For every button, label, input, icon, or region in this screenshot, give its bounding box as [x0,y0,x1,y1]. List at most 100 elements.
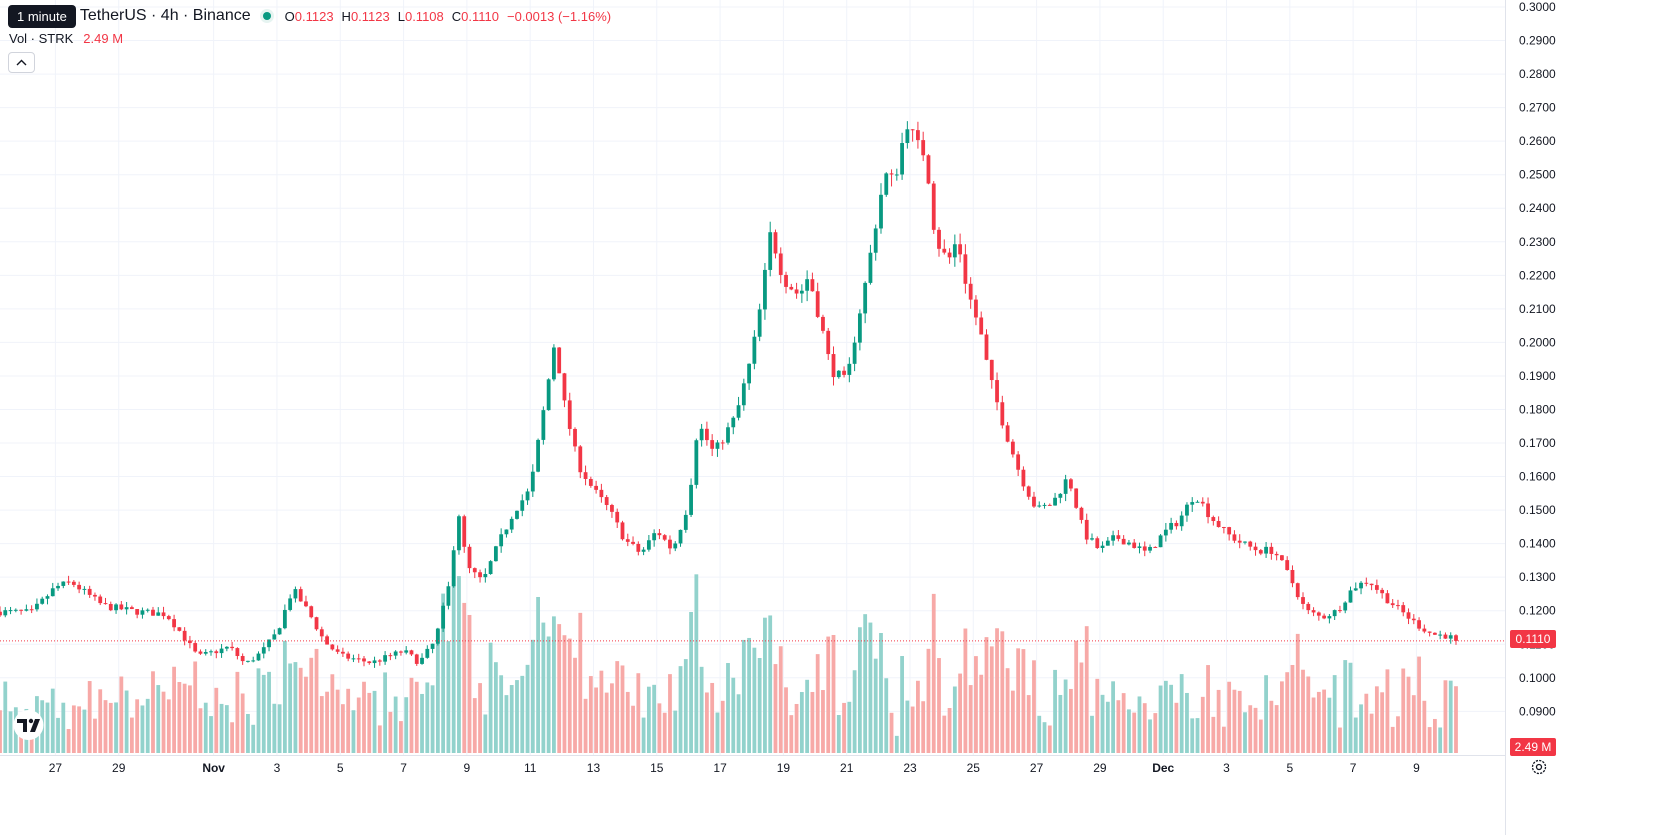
volume-bar [710,682,715,753]
candle-body [124,607,129,610]
volume-bar [884,678,889,753]
volume-bar [1190,718,1195,753]
candle-body [958,244,963,255]
candle-body [71,581,76,585]
volume-bar [1216,689,1221,753]
price-tick-label: 0.2300 [1519,235,1556,249]
candle-body [894,174,899,176]
candle-body [467,546,472,569]
tradingview-logo-icon[interactable] [11,710,46,740]
volume-bar [383,672,388,753]
volume-bar [145,698,150,753]
candle-body [583,472,588,479]
time-axis[interactable]: 27 29 Nov 3 5 7 9 11 13 15 17 19 21 23 25 27 29 Dec 3 5 7 9 [0,755,1505,776]
collapse-legend-button[interactable] [8,52,35,73]
candle-body [103,603,108,605]
volume-bar [1285,672,1290,753]
volume-bar [399,721,403,753]
candle-body [1026,486,1031,497]
time-tick-label: 23 [903,761,917,775]
volume-bar [646,686,651,753]
volume-label[interactable]: Vol · STRK [9,31,74,46]
candle-body [1132,542,1137,548]
candle-body [172,619,176,628]
candle-body [441,605,446,629]
candle-body [763,269,767,310]
volume-bar [362,681,366,753]
candle-body [293,589,298,599]
candle-body [425,648,430,658]
price-axis[interactable]: 0.09000.10000.11000.12000.13000.14000.15… [1505,0,1557,835]
candle-body [974,299,978,318]
volume-bar [974,656,978,753]
volume-bar [82,709,87,753]
candle-body [13,609,18,611]
candle-body [45,596,50,599]
market-status-icon[interactable] [259,9,274,23]
candle-body [457,516,461,551]
volume-bar [1148,719,1152,753]
volume-bar [1090,715,1094,753]
candle-body [499,534,504,547]
volume-bar [409,677,414,753]
candle-body [1105,540,1110,546]
candle-body [383,655,388,662]
volume-bar [1105,701,1110,753]
volume-bar [1438,727,1443,753]
candle-body [261,647,266,654]
volume-bar [1211,716,1216,753]
candle-body [161,612,166,617]
volume-bar [1169,684,1174,753]
volume-bar [947,708,952,753]
candle-body [93,594,97,597]
candle-body [731,417,736,428]
volume-bar [203,702,208,753]
candle-body [1274,553,1279,556]
volume-bar [1406,676,1411,753]
volume-bar [1042,722,1047,753]
time-tick-label: 29 [112,761,126,775]
volume-bar [377,725,382,753]
volume-bar [573,657,577,753]
candle-body [246,660,250,662]
volume-bar [1258,719,1263,753]
candle-body [198,651,203,654]
ohlc-low: L0.1108 [397,8,444,24]
volume-bar [188,685,192,753]
candle-body [414,654,419,664]
volume-bar [1411,695,1416,753]
candle-body [251,660,256,662]
volume-bar [1301,669,1305,753]
volume-bar [673,710,678,753]
symbol-title[interactable]: TetherUS · 4h · Binance [79,7,251,24]
volume-bar [1174,702,1179,753]
candle-body [209,651,213,653]
gear-icon[interactable] [1529,757,1549,777]
price-tick-label: 0.1500 [1519,503,1556,517]
candle-body [483,573,488,578]
volume-bar [1084,626,1089,753]
candle-body [1396,605,1400,607]
volume-bar [356,697,361,753]
candle-body [77,584,82,590]
candle-body [504,529,509,535]
candle-body [1417,620,1421,629]
price-tick-label: 0.2200 [1519,268,1556,282]
candle-body [852,342,857,364]
candle-body [40,598,45,604]
candle-body [351,658,356,660]
candle-body [98,596,103,604]
candle-body [1285,560,1290,570]
candle-body [1068,479,1073,489]
candle-body [868,252,873,283]
volume-bar [430,685,435,753]
volume-bar [588,676,593,753]
time-tick-label: 3 [1223,761,1230,775]
volume-bar [620,665,625,753]
volume-bar [177,682,182,753]
candle-body [562,373,567,401]
price-tick-label: 0.1000 [1519,671,1556,685]
volume-bar [1401,668,1406,753]
